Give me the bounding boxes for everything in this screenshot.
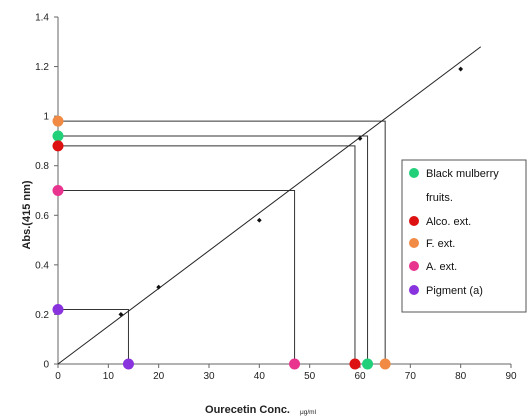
x-tick-label: 60 (354, 371, 366, 382)
legend-swatch (409, 168, 419, 178)
x-axis-title: Ourecetin Conc. (205, 404, 290, 416)
x-tick-label: 90 (505, 371, 517, 382)
sample-concentration-marker (349, 358, 361, 370)
x-tick-label: 50 (304, 371, 316, 382)
x-axis-unit: μg/ml (300, 409, 317, 416)
x-tick-label: 0 (55, 371, 61, 382)
sample-absorbance-marker (52, 130, 64, 142)
sample-concentration-marker (379, 358, 391, 370)
y-tick-label: 0 (43, 360, 49, 371)
x-tick-label: 10 (103, 371, 115, 382)
y-tick-label: 0.2 (35, 310, 49, 321)
calibration-point (458, 66, 464, 72)
y-tick-label: 0.6 (35, 211, 49, 222)
x-tick-label: 20 (153, 371, 165, 382)
legend-entry-label: Alco. ext. (426, 216, 471, 228)
projection-line (58, 190, 296, 364)
calibration-point (256, 217, 262, 223)
sample-concentration-marker (362, 358, 374, 370)
sample-absorbance-marker (52, 185, 64, 196)
projection-line (58, 308, 129, 364)
projection-lines (58, 120, 386, 364)
y-tick-label: 1.2 (35, 62, 49, 73)
y-axis-title: Abs.(415 nm) (21, 180, 33, 249)
legend-swatch (409, 261, 419, 271)
legend-entry-label: Pigment (a) (426, 285, 483, 297)
projection-line (58, 145, 356, 364)
y-tick-label: 1 (43, 112, 49, 123)
sample-absorbance-marker (52, 303, 64, 315)
y-tick-label: 1.4 (35, 13, 49, 24)
sample-absorbance-marker (52, 115, 64, 127)
calibration-fit-line (57, 46, 482, 365)
calibration-line (57, 46, 482, 365)
calibration-point (118, 312, 124, 317)
x-tick-label: 30 (203, 371, 215, 382)
sample-markers (52, 115, 391, 370)
legend-swatch (409, 285, 419, 295)
x-tick-label: 70 (405, 371, 417, 382)
legend-entry-label: Black mulberry (426, 168, 499, 180)
sample-absorbance-marker (52, 140, 64, 152)
projection-line (58, 135, 369, 364)
legend-entry-label: F. ext. (426, 238, 455, 250)
y-tick-label: 0.4 (35, 260, 49, 271)
legend-entry-label: fruits. (426, 192, 453, 204)
legend: Black mulberry fruits. Alco. ext. F. ext. A.… (401, 159, 527, 313)
sample-concentration-marker (289, 358, 301, 370)
x-tick-label: 80 (455, 371, 467, 382)
x-tick-label: 40 (254, 371, 266, 382)
calibration-points (118, 66, 464, 317)
sample-concentration-marker (122, 358, 134, 370)
y-tick-label: 0.8 (35, 161, 49, 172)
legend-swatch (409, 238, 419, 248)
legend-entry-label: A. ext. (426, 261, 457, 273)
legend-box (401, 159, 527, 313)
calibration-point (357, 136, 363, 141)
legend-swatch (409, 216, 419, 226)
calibration-point (156, 284, 162, 290)
projection-line (58, 120, 386, 364)
